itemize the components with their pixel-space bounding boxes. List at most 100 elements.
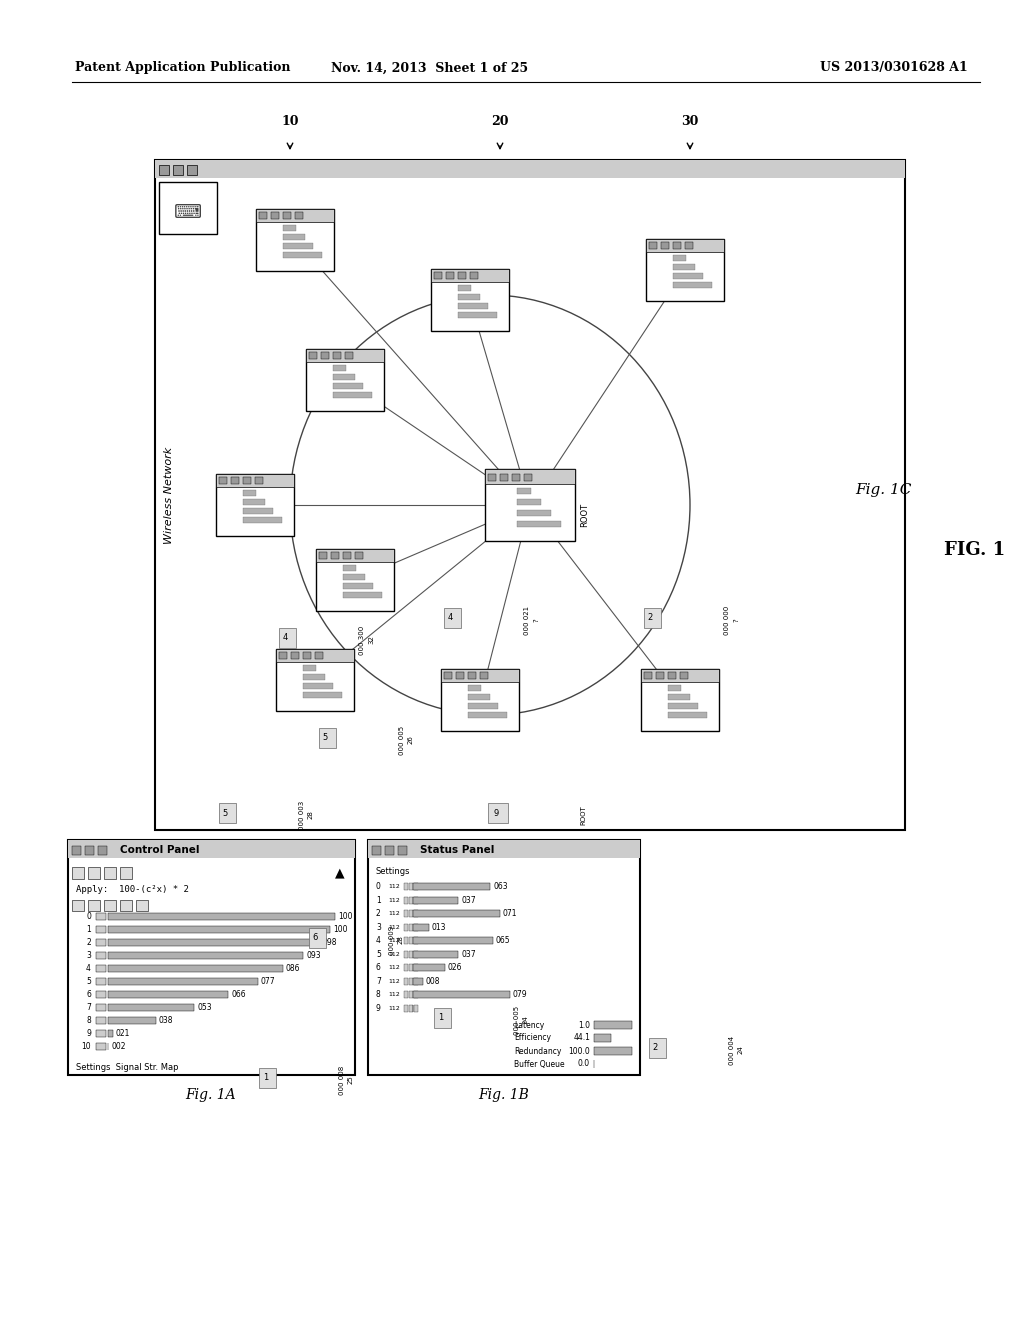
Bar — [646, 239, 724, 252]
Text: Buffer Queue: Buffer Queue — [514, 1060, 564, 1068]
Bar — [485, 469, 575, 541]
Bar — [303, 665, 316, 671]
Bar — [458, 272, 466, 279]
Bar — [414, 1005, 418, 1012]
Bar — [680, 672, 688, 678]
Bar — [385, 846, 394, 855]
Text: 1: 1 — [86, 925, 91, 935]
Text: 2: 2 — [86, 939, 91, 946]
Bar — [669, 713, 707, 718]
Bar — [441, 669, 519, 682]
Bar — [343, 565, 356, 570]
Bar — [409, 924, 413, 931]
Text: 112: 112 — [388, 952, 399, 957]
Text: 3: 3 — [376, 923, 381, 932]
Text: 000 000: 000 000 — [724, 606, 730, 635]
Bar — [485, 469, 575, 484]
Bar — [480, 672, 488, 678]
Text: 5: 5 — [323, 734, 328, 742]
Text: Fig. 1B: Fig. 1B — [478, 1088, 529, 1102]
Bar — [159, 165, 169, 176]
Bar — [404, 909, 408, 917]
Text: 25: 25 — [348, 1076, 354, 1084]
Bar — [409, 978, 413, 985]
Bar — [468, 704, 499, 709]
Bar — [674, 255, 686, 260]
Bar — [306, 348, 384, 362]
Bar — [159, 182, 217, 234]
Text: 112: 112 — [388, 898, 399, 903]
Bar — [284, 226, 296, 231]
Bar — [284, 252, 322, 257]
Bar — [409, 964, 413, 972]
Bar — [173, 165, 183, 176]
Bar — [413, 924, 429, 931]
Text: 112: 112 — [388, 939, 399, 944]
Bar — [256, 209, 334, 222]
Bar — [524, 474, 532, 480]
Bar — [414, 909, 418, 917]
Bar — [470, 272, 478, 279]
Bar — [662, 242, 669, 249]
Text: 28: 28 — [398, 936, 404, 944]
Bar — [108, 925, 331, 933]
Bar — [231, 477, 239, 484]
Text: 1.0: 1.0 — [578, 1020, 590, 1030]
Text: Status Panel: Status Panel — [420, 845, 495, 855]
Text: 086: 086 — [286, 964, 300, 973]
Bar — [404, 978, 408, 985]
Text: 32: 32 — [368, 635, 374, 644]
Bar — [409, 937, 413, 945]
Text: 9: 9 — [494, 808, 499, 817]
Text: 065: 065 — [496, 936, 510, 945]
Text: Control Panel: Control Panel — [120, 845, 200, 855]
Text: 071: 071 — [503, 909, 517, 919]
Bar — [244, 499, 265, 504]
Bar — [96, 1043, 106, 1051]
Text: 002: 002 — [111, 1041, 126, 1051]
Text: 021: 021 — [116, 1030, 130, 1038]
Bar — [284, 243, 313, 248]
Bar — [413, 937, 493, 945]
Bar — [669, 685, 681, 690]
Bar — [85, 846, 94, 855]
Bar — [488, 803, 508, 822]
Bar — [244, 517, 282, 523]
Bar — [646, 239, 724, 301]
Bar — [120, 900, 132, 911]
Bar — [216, 474, 294, 536]
Text: 8: 8 — [86, 1016, 91, 1026]
Bar — [259, 1068, 276, 1088]
Bar — [673, 242, 681, 249]
Text: 10: 10 — [81, 1041, 91, 1051]
Bar — [319, 552, 327, 558]
Text: 000 005: 000 005 — [514, 1006, 520, 1035]
Text: ?: ? — [534, 618, 539, 622]
Text: 5: 5 — [86, 977, 91, 986]
Text: Apply:  100-(c²x) * 2: Apply: 100-(c²x) * 2 — [76, 886, 188, 895]
Bar — [333, 352, 341, 359]
Text: 038: 038 — [159, 1016, 173, 1026]
Bar — [295, 213, 303, 219]
Bar — [459, 285, 471, 290]
Bar — [431, 269, 509, 282]
Bar — [255, 477, 263, 484]
Bar — [309, 352, 317, 359]
Bar — [594, 1020, 632, 1030]
Bar — [409, 1005, 413, 1012]
Bar — [244, 508, 273, 513]
Bar — [398, 846, 407, 855]
Text: 2: 2 — [652, 1044, 658, 1052]
Text: 5: 5 — [223, 808, 228, 817]
Bar — [108, 991, 228, 998]
Text: 013: 013 — [432, 923, 446, 932]
Bar — [414, 924, 418, 931]
Text: Settings: Settings — [376, 867, 411, 876]
Text: Nov. 14, 2013  Sheet 1 of 25: Nov. 14, 2013 Sheet 1 of 25 — [332, 62, 528, 74]
Bar — [674, 282, 712, 288]
Bar — [88, 867, 100, 879]
Bar — [96, 1030, 106, 1038]
Text: 24: 24 — [738, 1045, 744, 1055]
Bar — [276, 649, 354, 711]
Bar — [108, 978, 258, 985]
